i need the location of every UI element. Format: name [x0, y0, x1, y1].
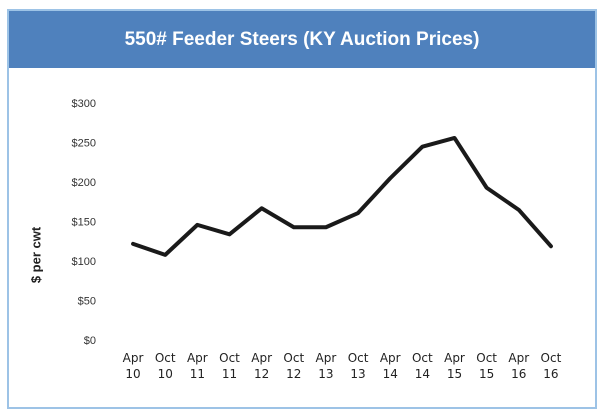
x-tick-label: Oct 14 [411, 351, 433, 381]
y-tick-label: $100 [72, 256, 96, 268]
x-tick-label: Oct 12 [283, 351, 305, 381]
x-tick-label: Apr 10 [122, 351, 144, 381]
y-tick-label: $150 [72, 216, 96, 228]
x-tick-label: Apr 14 [379, 351, 401, 381]
y-tick-label: $250 [72, 137, 96, 149]
y-tick-label: $50 [78, 295, 96, 307]
y-tick-label: $200 [72, 177, 96, 189]
y-tick-label: $0 [84, 335, 96, 347]
chart-border [7, 9, 597, 409]
y-axis-label: $ per cwt [28, 226, 43, 283]
x-tick-label: Oct 13 [347, 351, 369, 381]
chart-title: 550# Feeder Steers (KY Auction Prices) [125, 29, 480, 50]
x-tick-label: Oct 11 [219, 351, 240, 381]
x-tick-label: Apr 11 [186, 351, 208, 381]
title-bar [9, 11, 595, 68]
y-tick-label: $300 [72, 98, 96, 110]
price-line [131, 135, 553, 257]
x-tick-label: Oct 10 [154, 351, 176, 381]
x-tick-label: Apr 12 [251, 351, 273, 381]
x-tick-label: Apr 16 [508, 351, 530, 381]
x-tick-label: Oct 16 [540, 351, 562, 381]
x-tick-label: Oct 15 [476, 351, 498, 381]
x-tick-label: Apr 15 [444, 351, 465, 381]
x-tick-label: Apr 13 [315, 351, 337, 381]
